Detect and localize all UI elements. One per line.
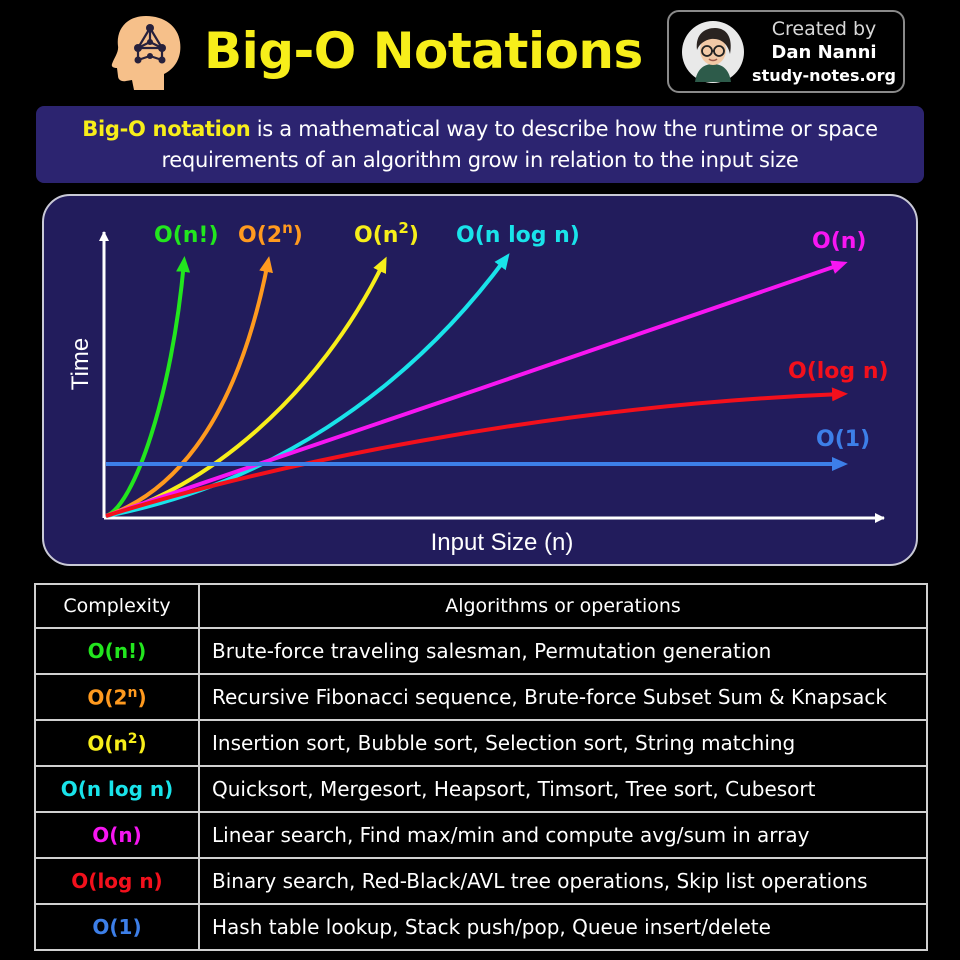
x-axis-label: Input Size (n)	[431, 529, 574, 556]
definition-term: Big-O notation	[82, 117, 251, 141]
complexity-exponent: n	[127, 684, 138, 701]
series-label: O(n)	[812, 229, 866, 254]
page-title: Big-O Notations	[204, 22, 643, 80]
series-label: O(n2)	[354, 219, 419, 248]
complexity-table: Complexity Algorithms or operations O(n!…	[34, 583, 928, 951]
complexity-label: O(n	[87, 731, 128, 756]
credit-created-by: Created by	[771, 18, 877, 40]
operations-cell: Brute-force traveling salesman, Permutat…	[198, 627, 928, 675]
header-complexity: Complexity	[34, 583, 200, 629]
series-layer: O(n!) O(2n) O(n2) O(n log n) O(n) O(log n) O(1…	[105, 219, 889, 518]
table-header-row: Complexity Algorithms or operations	[34, 583, 928, 629]
header-algorithms: Algorithms or operations	[198, 583, 928, 629]
series-line	[105, 256, 273, 518]
complexity-label: O(n!)	[87, 639, 147, 663]
credit-author: Dan Nanni	[771, 42, 877, 63]
table-row: O(n2) Insertion sort, Bubble sort, Select…	[34, 719, 928, 767]
credit-text: Created by Dan Nanni study-notes.org	[749, 18, 899, 87]
operations-cell: Insertion sort, Bubble sort, Selection s…	[198, 719, 928, 767]
complexity-chart-svg: Time Input Size (n) O(n!) O(2n) O(n2) O(n l…	[67, 219, 889, 556]
operations-cell: Hash table lookup, Stack push/pop, Queue…	[198, 903, 928, 951]
credit-badge[interactable]: Created by Dan Nanni study-notes.org	[667, 10, 905, 93]
author-avatar	[682, 21, 744, 83]
credit-site[interactable]: study-notes.org	[752, 66, 896, 85]
complexity-chart: Time Input Size (n) O(n!) O(2n) O(n2) O(n l…	[42, 194, 918, 566]
complexity-label: O(n log n)	[60, 777, 174, 801]
series-label: O(log n)	[788, 359, 889, 384]
series-line	[105, 387, 848, 518]
definition-box: Big-O notation is a mathematical way to …	[36, 106, 924, 183]
series-line	[105, 260, 848, 518]
table-row: O(2n) Recursive Fibonacci sequence, Brute…	[34, 673, 928, 721]
header: Big-O Notations Created by Dan Nanni stu…	[0, 0, 960, 100]
complexity-cell: O(n log n)	[34, 765, 200, 813]
table-row: O(log n) Binary search, Red-Black/AVL tre…	[34, 857, 928, 905]
complexity-label: O(1)	[92, 915, 142, 939]
y-axis-label: Time	[67, 338, 94, 390]
complexity-cell: O(log n)	[34, 857, 200, 905]
complexity-close: )	[137, 731, 147, 756]
complexity-cell: O(1)	[34, 903, 200, 951]
series-line	[105, 256, 191, 518]
series-label: O(1)	[816, 427, 870, 452]
operations-cell: Recursive Fibonacci sequence, Brute-forc…	[198, 673, 928, 721]
complexity-cell: O(2n)	[34, 673, 200, 721]
complexity-close: )	[137, 685, 147, 710]
definition-text: is a mathematical way to describe how th…	[161, 117, 878, 172]
operations-cell: Binary search, Red-Black/AVL tree operat…	[198, 857, 928, 905]
complexity-label: O(2	[87, 685, 128, 710]
table-row: O(n!) Brute-force traveling salesman, Per…	[34, 627, 928, 675]
operations-cell: Linear search, Find max/min and compute …	[198, 811, 928, 859]
complexity-cell: O(n!)	[34, 627, 200, 675]
series-line	[105, 253, 510, 518]
operations-cell: Quicksort, Mergesort, Heapsort, Timsort,…	[198, 765, 928, 813]
table-row: O(n) Linear search, Find max/min and comp…	[34, 811, 928, 859]
brain-network-icon	[111, 16, 181, 90]
complexity-cell: O(n2)	[34, 719, 200, 767]
series-label: O(n!)	[154, 223, 219, 248]
table-body: O(n!) Brute-force traveling salesman, Per…	[34, 627, 928, 951]
series-label: O(2n)	[238, 219, 303, 248]
complexity-cell: O(n)	[34, 811, 200, 859]
complexity-label: O(log n)	[71, 869, 163, 893]
table-row: O(1) Hash table lookup, Stack push/pop, Q…	[34, 903, 928, 951]
table-row: O(n log n) Quicksort, Mergesort, Heapsort…	[34, 765, 928, 813]
complexity-exponent: 2	[127, 730, 138, 747]
series-label: O(n log n)	[456, 223, 580, 248]
complexity-label: O(n)	[92, 823, 142, 847]
